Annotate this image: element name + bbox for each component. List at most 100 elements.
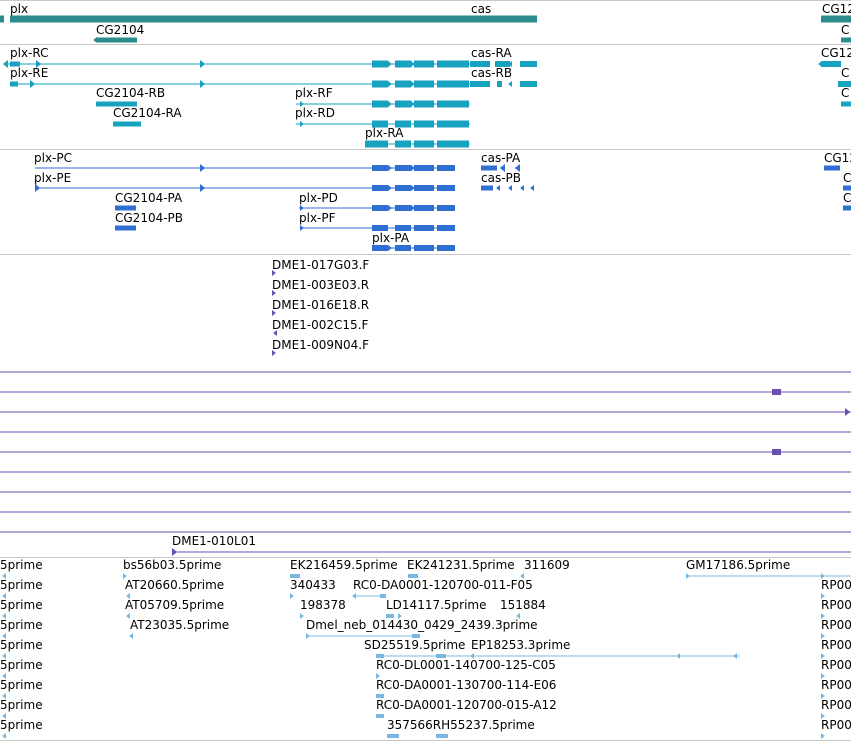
gene-bar-plx[interactable]: [10, 15, 470, 23]
exon-block[interactable]: [838, 81, 851, 87]
exon-block[interactable]: [372, 205, 388, 211]
exon-block[interactable]: [386, 614, 394, 618]
strand-arrow-right[interactable]: [411, 81, 415, 87]
exon-block[interactable]: [395, 120, 411, 128]
strand-arrow-right[interactable]: [272, 310, 276, 316]
strand-arrow-right[interactable]: [388, 245, 392, 251]
transcript-label[interactable]: plx-RD: [295, 106, 335, 120]
strand-arrow-left[interactable]: [2, 713, 6, 719]
transcript-label[interactable]: cas-PB: [481, 171, 522, 185]
est-label[interactable]: bs56b03.5prime: [123, 558, 222, 572]
transcript-label[interactable]: plx-PA: [372, 231, 410, 245]
clone-label[interactable]: DME1-003E03.R: [272, 278, 370, 292]
exon-block[interactable]: [395, 80, 411, 88]
est-label[interactable]: 340433: [290, 578, 336, 592]
exon-block[interactable]: [437, 100, 469, 108]
exon-block[interactable]: [470, 61, 490, 67]
strand-arrow-right[interactable]: [821, 653, 825, 659]
est-label[interactable]: 5prime: [0, 718, 43, 732]
exon-block[interactable]: [437, 245, 455, 251]
strand-arrow-right[interactable]: [398, 613, 402, 619]
clone-label[interactable]: DME1-002C15.F: [272, 318, 369, 332]
strand-arrow-right[interactable]: [272, 290, 276, 296]
strand-arrow-left[interactable]: [93, 37, 97, 43]
exon-block[interactable]: [437, 80, 469, 88]
est-label[interactable]: AT05709.5prime: [125, 598, 225, 612]
exon-block[interactable]: [372, 100, 388, 108]
strand-arrow-right[interactable]: [821, 713, 825, 719]
transcript-label[interactable]: CG12: [821, 46, 851, 60]
strand-arrow-right[interactable]: [821, 733, 825, 739]
strand-arrow-left[interactable]: [514, 164, 520, 172]
exon-block[interactable]: [414, 165, 434, 171]
strand-arrow-left[interactable]: [2, 573, 6, 579]
est-label[interactable]: 5prime: [0, 678, 43, 692]
est-label[interactable]: 357566RH55237.5prime: [387, 718, 535, 732]
strand-arrow-right[interactable]: [821, 693, 825, 699]
transcript-label[interactable]: C: [843, 191, 851, 205]
exon-block[interactable]: [115, 205, 136, 211]
transcript-label[interactable]: plx-RA: [365, 126, 404, 140]
transcript-label[interactable]: CG2104-RA: [113, 106, 182, 120]
exon-block[interactable]: [481, 165, 497, 171]
exon-block[interactable]: [414, 120, 434, 128]
strand-arrow-left[interactable]: [2, 673, 6, 679]
strand-arrow-left[interactable]: [496, 185, 500, 191]
strand-arrow-right[interactable]: [411, 101, 415, 107]
strand-arrow-right[interactable]: [300, 121, 304, 127]
gene-label-cas[interactable]: cas: [471, 2, 492, 16]
est-label[interactable]: RP00: [821, 618, 851, 632]
exon-block[interactable]: [372, 165, 388, 171]
est-label[interactable]: 311609: [524, 558, 570, 572]
strand-arrow-left[interactable]: [2, 733, 6, 739]
exon-block[interactable]: [497, 81, 502, 87]
strand-arrow-right[interactable]: [200, 184, 206, 192]
exon-block[interactable]: [481, 185, 493, 191]
strand-arrow-left[interactable]: [516, 613, 520, 619]
transcript-label[interactable]: cas-RB: [471, 66, 513, 80]
strand-arrow-left[interactable]: [2, 593, 6, 599]
exon-block[interactable]: [843, 185, 851, 191]
strand-arrow-right[interactable]: [200, 164, 206, 172]
strand-arrow-right[interactable]: [172, 548, 178, 556]
est-label[interactable]: EK216459.5prime: [290, 558, 398, 572]
exon-block[interactable]: [395, 225, 411, 231]
transcript-label[interactable]: CG12: [824, 151, 851, 165]
exon-block[interactable]: [372, 120, 388, 128]
est-label[interactable]: 5prime: [0, 598, 43, 612]
exon-block[interactable]: [414, 100, 434, 108]
exon-block[interactable]: [414, 80, 434, 88]
exon-block[interactable]: [772, 449, 781, 455]
est-label[interactable]: RP00: [821, 698, 851, 712]
strand-arrow-right[interactable]: [388, 185, 392, 191]
clone-label[interactable]: DME1-016E18.R: [272, 298, 370, 312]
exon-block[interactable]: [372, 245, 388, 251]
exon-block[interactable]: [414, 185, 434, 191]
strand-arrow-left[interactable]: [129, 633, 133, 639]
est-label[interactable]: 5prime: [0, 558, 43, 572]
strand-arrow-left[interactable]: [352, 593, 356, 599]
exon-block[interactable]: [821, 61, 841, 67]
transcript-label[interactable]: plx-PE: [34, 171, 72, 185]
gene-label-plx[interactable]: plx: [10, 2, 29, 16]
transcript-label[interactable]: plx-RF: [295, 86, 333, 100]
strand-arrow-right[interactable]: [388, 165, 392, 171]
exon-block[interactable]: [437, 140, 469, 148]
strand-arrow-left[interactable]: [2, 613, 6, 619]
exon-block[interactable]: [414, 140, 434, 148]
est-label[interactable]: RP00: [821, 658, 851, 672]
est-label[interactable]: RP00: [821, 718, 851, 732]
strand-arrow-left[interactable]: [2, 653, 6, 659]
exon-block[interactable]: [376, 694, 384, 698]
exon-block[interactable]: [395, 100, 411, 108]
strand-arrow-right[interactable]: [300, 613, 304, 619]
exon-block[interactable]: [841, 37, 851, 43]
strand-arrow-right[interactable]: [388, 101, 392, 107]
exon-block[interactable]: [380, 594, 386, 598]
gene-label-cg2104[interactable]: CG2104: [96, 23, 145, 37]
exon-block[interactable]: [414, 60, 434, 68]
exon-block[interactable]: [372, 225, 388, 231]
est-label[interactable]: 5prime: [0, 618, 43, 632]
strand-arrow-right[interactable]: [290, 593, 294, 599]
transcript-label[interactable]: plx-PF: [299, 211, 336, 225]
